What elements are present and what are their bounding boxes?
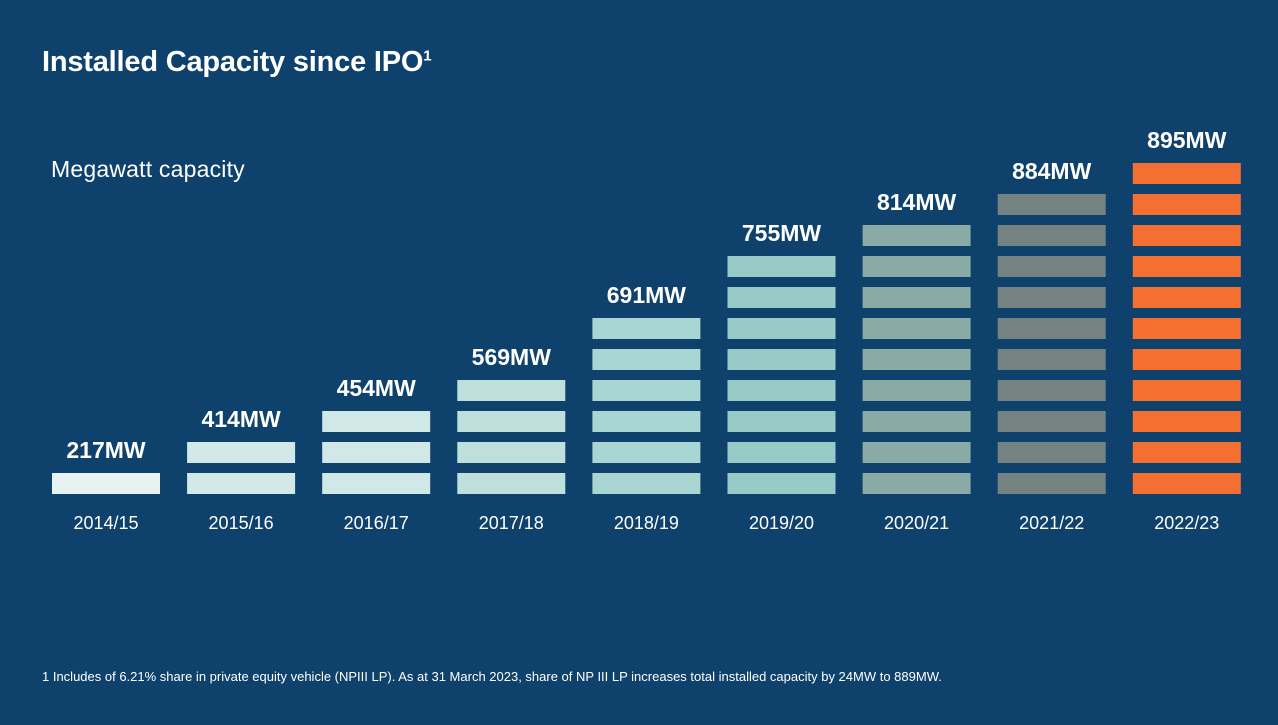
bar-segment [592,380,701,401]
bar-segment [322,411,431,432]
bar-segment [457,411,566,432]
category-label: 2020/21 [884,513,949,533]
bar-segment [727,256,836,277]
bar-segment [592,442,701,463]
value-label: 217MW [66,437,146,463]
category-label: 2017/18 [479,513,544,533]
bar-segment [592,473,701,494]
value-label: 569MW [472,344,552,370]
bar-segment [997,380,1106,401]
value-label: 884MW [1012,158,1092,184]
bar-2020-21: 814MW 2020/21 [862,189,971,533]
bar-2019-20: 755MW 2019/20 [727,220,836,533]
bar-segment [457,442,566,463]
bar-segment [457,380,566,401]
bar-segment [862,225,971,246]
value-label: 691MW [607,282,687,308]
bar-segment [1132,380,1241,401]
bar-segment [322,473,431,494]
bar-segment [1132,318,1241,339]
bar-segment [187,442,296,463]
bar-segment [1132,411,1241,432]
bar-segment [727,349,836,370]
bar-segment [997,225,1106,246]
bar-segment [997,287,1106,308]
value-label: 895MW [1147,127,1227,153]
bar-2015-16: 414MW 2015/16 [187,406,296,533]
bar-segment [457,473,566,494]
bar-2017-18: 569MW 2017/18 [457,344,566,533]
bar-segment [1132,194,1241,215]
bar-segment [862,411,971,432]
category-label: 2022/23 [1154,513,1219,533]
bar-segment [862,318,971,339]
bar-segment [862,380,971,401]
bar-segment [727,287,836,308]
bar-segment [1132,442,1241,463]
bar-2018-19: 691MW 2018/19 [592,282,701,533]
bar-segment [997,349,1106,370]
bar-segment [997,318,1106,339]
bar-segment [1132,473,1241,494]
bar-segment [997,256,1106,277]
chart-title: Installed Capacity since IPO1 [42,46,432,78]
bar-segment [727,442,836,463]
bar-segment [862,256,971,277]
chart-subtitle: Megawatt capacity [51,156,245,182]
bar-segment [1132,287,1241,308]
bar-2022-23: 895MW 2022/23 [1132,127,1241,533]
bar-segment [997,442,1106,463]
bar-segment [997,411,1106,432]
bar-segment [1132,163,1241,184]
bar-segment [322,442,431,463]
bar-segment [1132,256,1241,277]
bar-segment [592,318,701,339]
bar-segment [592,349,701,370]
category-label: 2019/20 [749,513,814,533]
bar-segment [727,411,836,432]
bar-segment [187,473,296,494]
bar-segment [1132,225,1241,246]
bar-segment [862,442,971,463]
bar-2016-17: 454MW 2016/17 [322,375,431,533]
category-label: 2016/17 [344,513,409,533]
bar-segment [862,349,971,370]
value-label: 755MW [742,220,822,246]
bar-segment [727,318,836,339]
bar-segment [1132,349,1241,370]
category-label: 2021/22 [1019,513,1084,533]
bar-segment [727,473,836,494]
bar-segment [997,473,1106,494]
bar-segment [862,473,971,494]
category-label: 2014/15 [73,513,138,533]
bar-2014-15: 217MW 2014/15 [52,437,160,533]
value-label: 814MW [877,189,957,215]
bar-segment [52,473,160,494]
footnote: 1 Includes of 6.21% share in private equ… [42,669,942,684]
value-label: 414MW [201,406,281,432]
value-label: 454MW [337,375,417,401]
bar-segment [592,411,701,432]
bar-segment [997,194,1106,215]
bar-2021-22: 884MW 2021/22 [997,158,1106,533]
category-label: 2018/19 [614,513,679,533]
category-label: 2015/16 [209,513,274,533]
bar-segment [862,287,971,308]
bar-segment [727,380,836,401]
